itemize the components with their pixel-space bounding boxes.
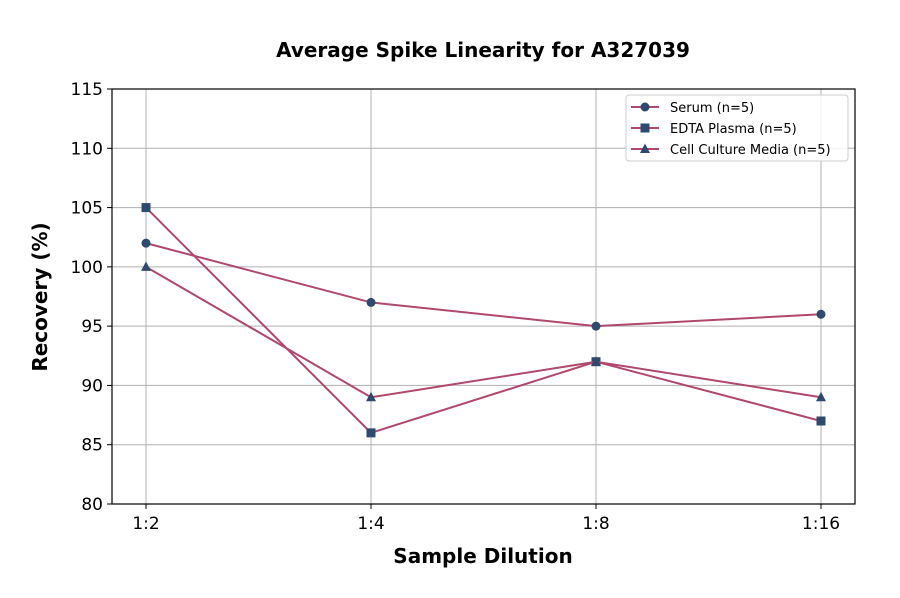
data-point — [816, 309, 826, 319]
data-point — [591, 356, 601, 366]
y-tick-label: 110 — [71, 139, 103, 159]
y-tick-label: 105 — [71, 199, 103, 219]
data-point — [141, 238, 151, 248]
legend-marker — [640, 143, 650, 153]
x-tick-label: 1:4 — [357, 514, 384, 534]
y-tick-label: 80 — [81, 495, 103, 515]
data-point — [366, 391, 376, 402]
data-point — [141, 261, 151, 271]
legend-marker — [640, 123, 650, 133]
x-tick-label: 1:8 — [582, 514, 609, 534]
legend-marker — [640, 102, 650, 112]
y-tick-label: 95 — [81, 317, 103, 337]
y-tick-label: 85 — [81, 436, 103, 456]
legend: Serum (n=5) EDTA Plasma (n=5) Cell Culture… — [625, 94, 849, 162]
y-axis-label: Recovery (%) — [28, 222, 52, 371]
legend-label: Serum (n=5) — [670, 101, 754, 116]
data-point — [816, 391, 826, 402]
series-line — [145, 206, 822, 434]
legend-label: Cell Culture Media (n=5) — [670, 143, 831, 158]
y-tick-label: 115 — [71, 80, 103, 100]
x-axis-label: Sample Dilution — [393, 544, 572, 568]
chart-title: Average Spike Linearity for A327039 — [276, 38, 690, 62]
series-triangle — [141, 261, 826, 402]
series-circle — [141, 238, 826, 331]
legend-label: EDTA Plasma (n=5) — [670, 122, 797, 137]
legend-box — [625, 94, 849, 162]
series-line — [145, 265, 822, 399]
data-point — [816, 416, 826, 426]
data-point — [366, 428, 376, 438]
data-point — [141, 203, 151, 213]
data-point — [591, 321, 601, 331]
y-tick-label: 100 — [71, 258, 103, 278]
y-tick-label: 90 — [81, 376, 103, 396]
x-tick-label: 1:2 — [132, 514, 159, 534]
series-line — [145, 242, 822, 328]
x-tick-label: 1:16 — [802, 514, 840, 534]
plot-frame — [111, 88, 856, 505]
data-point — [366, 297, 376, 307]
